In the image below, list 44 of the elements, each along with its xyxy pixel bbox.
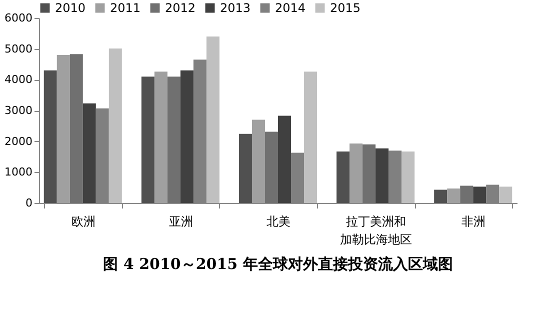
bar (70, 54, 83, 203)
legend-label: 2012 (165, 1, 196, 15)
bar (402, 152, 415, 203)
text: 图 4 2010～2015 年全球对外直接投资流入区域图 (103, 255, 453, 273)
bar (238, 134, 252, 203)
bar (336, 152, 350, 203)
bar (154, 72, 168, 203)
bar (376, 148, 389, 203)
y-tick-label: 2000 (4, 134, 32, 148)
bar (252, 120, 265, 203)
bar (167, 76, 180, 203)
bar (473, 186, 486, 203)
x-tick-label: 亚洲 (168, 214, 193, 228)
bar (434, 190, 448, 203)
bar (56, 55, 70, 203)
y-tick-label: 5000 (4, 42, 32, 56)
legend-label: 2010 (55, 1, 86, 15)
legend-label: 2014 (275, 1, 306, 15)
bar (278, 116, 292, 203)
bar (180, 70, 194, 203)
bar (264, 132, 278, 203)
bar (304, 72, 318, 203)
bar (108, 48, 122, 203)
bar (141, 76, 154, 203)
bar (44, 70, 57, 203)
bar (82, 103, 96, 203)
bar (499, 186, 512, 203)
bar (206, 36, 220, 203)
x-tick-label: 欧洲 (71, 214, 96, 228)
y-tick-label: 3000 (4, 104, 32, 117)
x-tick-label: 北美 (266, 214, 290, 228)
bar (447, 188, 460, 203)
y-tick-label: 4000 (4, 73, 32, 86)
y-tick-label: 1000 (4, 166, 32, 179)
legend-label: 2015 (330, 1, 361, 15)
y-tick-label: 0 (26, 196, 32, 210)
legend-label: 2011 (110, 1, 141, 15)
bar (460, 186, 474, 203)
y-tick-label: 6000 (4, 12, 32, 24)
legend-label: 2013 (220, 1, 251, 15)
x-tick-label: 非洲 (462, 214, 486, 228)
x-tick-label: 拉丁美洲和加勒比海地区 (340, 214, 412, 246)
bar (350, 143, 363, 203)
bar (362, 144, 376, 203)
